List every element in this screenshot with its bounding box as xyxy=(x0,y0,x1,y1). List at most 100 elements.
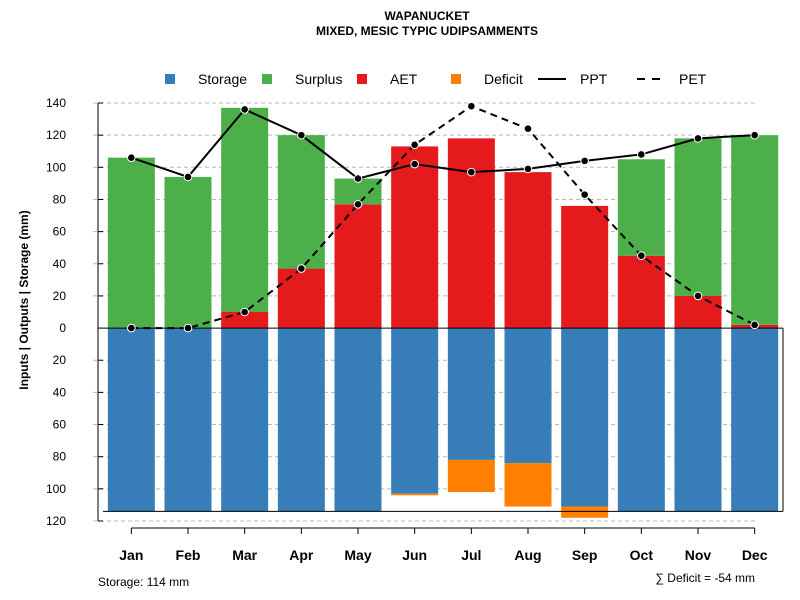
pet-point xyxy=(353,199,363,209)
pet-point xyxy=(637,251,646,261)
x-tick-label: Nov xyxy=(685,547,712,563)
x-tick-label: Apr xyxy=(289,547,314,563)
y-tick-label: 20 xyxy=(53,289,67,303)
legend-item-ppt: PPT xyxy=(538,71,608,87)
legend-swatch xyxy=(262,74,272,84)
y-tick-label: 140 xyxy=(46,96,66,110)
aet-bar xyxy=(391,146,439,329)
pet-point xyxy=(750,320,759,330)
pet-point xyxy=(580,190,589,199)
pet-point xyxy=(183,323,193,333)
legend-swatch xyxy=(165,74,175,84)
y-tick-label: 80 xyxy=(53,450,67,464)
ppt-line xyxy=(131,108,755,180)
pet-point xyxy=(693,291,703,301)
ppt-point xyxy=(750,130,759,140)
x-tick-label: Jan xyxy=(119,547,143,563)
storage-bar xyxy=(617,328,665,512)
axes: 140 120 100 80 60 40 20 0 20 40 60 80 100 120 Jan Feb Ma… xyxy=(46,96,768,563)
chart-subtitle: MIXED, MESIC TYPIC UDIPSAMMENTS xyxy=(316,24,538,38)
storage-bar xyxy=(164,328,212,512)
pet-point xyxy=(467,101,476,111)
deficit-bar xyxy=(561,506,609,518)
y-tick-label: 60 xyxy=(53,225,67,239)
surplus-bar xyxy=(221,107,269,312)
pet-line xyxy=(131,105,756,330)
legend-label: PPT xyxy=(580,71,608,87)
surplus-bar xyxy=(731,135,779,325)
x-tick-label: Feb xyxy=(176,547,201,563)
x-tick-label: May xyxy=(344,547,371,563)
ppt-point xyxy=(523,164,533,174)
legend-label: Deficit xyxy=(484,71,523,87)
pet-point xyxy=(410,140,419,150)
y-tick-label: 40 xyxy=(53,257,67,271)
y-tick-label: 40 xyxy=(53,385,67,399)
storage-bar xyxy=(561,328,609,507)
legend-item-aet: AET xyxy=(357,71,418,87)
y-tick-label: 100 xyxy=(46,160,66,174)
ppt-point xyxy=(693,134,703,143)
y-tick-label: 80 xyxy=(53,192,67,206)
y-axis-label: Inputs | Outputs | Storage (mm) xyxy=(17,210,31,389)
ppt-point xyxy=(580,156,589,166)
x-tick-label: Jul xyxy=(461,547,481,563)
legend-item-surplus: Surplus xyxy=(262,71,342,87)
aet-bar xyxy=(221,312,269,329)
legend-swatch xyxy=(357,74,367,84)
deficit-bar xyxy=(504,463,552,507)
legend-swatch xyxy=(451,74,461,84)
lines xyxy=(127,101,759,333)
y-tick-label: 20 xyxy=(53,353,67,367)
ppt-point xyxy=(637,150,646,159)
y-tick-label: 120 xyxy=(46,514,66,528)
y-tick-label: 120 xyxy=(46,128,66,142)
x-tick-label: Oct xyxy=(630,547,654,563)
y-tick-label: 60 xyxy=(53,418,67,432)
pet-point xyxy=(127,323,136,333)
pet-point xyxy=(297,264,306,273)
storage-bar xyxy=(731,328,779,512)
ppt-point xyxy=(127,153,136,162)
deficit-bar xyxy=(447,459,495,493)
aet-bar xyxy=(504,172,552,329)
storage-bar xyxy=(277,328,325,512)
aet-bar xyxy=(334,204,382,329)
legend-label: Surplus xyxy=(295,71,342,87)
legend-label: AET xyxy=(390,71,418,87)
pet-point xyxy=(240,307,249,317)
aet-bar xyxy=(674,295,722,329)
x-tick-label: Jun xyxy=(402,547,427,563)
ppt-point xyxy=(353,174,363,183)
surplus-bar xyxy=(617,159,665,256)
pet-point xyxy=(523,124,533,134)
aet-bar xyxy=(447,138,495,329)
legend-label: Storage xyxy=(198,71,247,87)
surplus-bar xyxy=(107,157,155,329)
legend-item-storage: Storage xyxy=(165,71,247,87)
ppt-point xyxy=(467,167,476,177)
storage-bar xyxy=(504,328,552,464)
ppt-point xyxy=(183,172,193,182)
footer-storage: Storage: 114 mm xyxy=(98,575,189,589)
storage-bar xyxy=(447,328,495,460)
storage-bar xyxy=(334,328,382,512)
x-tick-label: Aug xyxy=(514,547,541,563)
storage-bar xyxy=(221,328,269,512)
storage-bar xyxy=(674,328,722,512)
legend-item-pet: PET xyxy=(637,71,707,87)
surplus-bar xyxy=(164,176,212,329)
ppt-point xyxy=(240,105,249,114)
deficit-bar xyxy=(391,493,439,496)
x-tick-label: Mar xyxy=(232,547,257,563)
storage-bar xyxy=(107,328,155,512)
surplus-bar xyxy=(674,138,722,296)
legend: Storage Surplus AET Deficit PPT PET xyxy=(165,71,707,87)
ppt-point xyxy=(410,159,419,169)
x-tick-label: Sep xyxy=(572,547,598,563)
aet-bar xyxy=(277,268,325,329)
footer-deficit-sum: ∑ Deficit = -54 mm xyxy=(655,571,755,585)
surplus-bar xyxy=(277,135,325,269)
y-tick-label: 0 xyxy=(59,321,66,335)
